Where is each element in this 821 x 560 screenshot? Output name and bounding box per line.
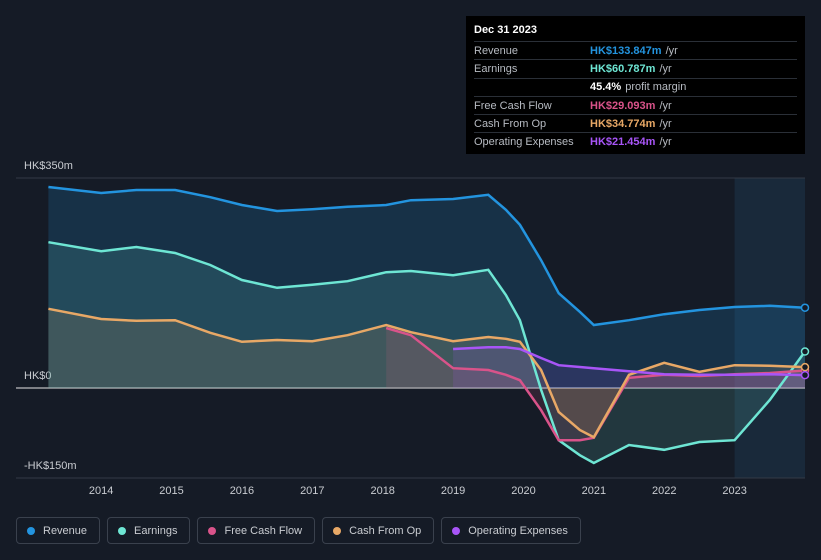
end-point (800, 347, 810, 356)
series-line (48, 307, 806, 439)
legend-label: Cash From Op (349, 524, 422, 537)
x-tick-label: 2020 (511, 485, 535, 497)
legend-label: Earnings (134, 524, 178, 537)
series-line (48, 185, 806, 327)
x-tick-label: 2022 (652, 485, 676, 497)
tooltip-unit: /yr (659, 117, 672, 130)
tooltip-row: Operating Expenses HK$21.454m/yr (474, 132, 797, 150)
x-tick-label: 2017 (300, 485, 324, 497)
tooltip-unit: /yr (659, 136, 672, 149)
series-area (386, 328, 805, 441)
legend-item[interactable]: Operating Expenses (441, 517, 581, 544)
series-line (453, 345, 806, 377)
end-point (800, 370, 810, 380)
tooltip-value: HK$133.847m (590, 44, 662, 57)
tooltip-label: Earnings (474, 62, 518, 75)
tooltip-unit: /yr (665, 44, 678, 57)
legend-item[interactable]: Earnings (107, 517, 191, 544)
legend-label: Revenue (43, 524, 88, 537)
legend-dot (27, 526, 35, 535)
tooltip-value: 45.4% (590, 81, 622, 94)
tooltip-row: Cash From Op HK$34.774m/yr (474, 114, 797, 132)
legend-dot (333, 526, 342, 535)
tooltip-label: Revenue (474, 44, 519, 57)
legend-dot (452, 526, 461, 535)
y-tick-label: HK$350m (24, 160, 73, 172)
x-tick-label: 2018 (370, 485, 394, 497)
series-line (48, 240, 807, 465)
y-tick-label: -HK$150m (24, 460, 77, 472)
tooltip-unit: /yr (659, 62, 672, 75)
tooltip-value: HK$34.774m (590, 117, 656, 130)
x-tick-label: 2023 (722, 485, 746, 497)
tooltip-row: 45.4% profit margin (474, 77, 797, 96)
x-tick-label: 2015 (159, 485, 183, 497)
x-tick-label: 2019 (441, 485, 465, 497)
series-area (453, 347, 805, 388)
end-point (800, 362, 810, 372)
legend-label: Free Cash Flow (224, 524, 303, 537)
tooltip-label: Cash From Op (474, 117, 547, 130)
tooltip-unit: /yr (659, 99, 672, 112)
x-tick-label: 2016 (230, 485, 254, 497)
tooltip-row: Free Cash Flow HK$29.093m/yr (474, 95, 797, 114)
tooltip: Dec 31 2023 Revenue HK$133.847m/yr Earning… (466, 16, 805, 154)
legend: Revenue Earnings Free Cash Flow Cash From O… (16, 517, 581, 544)
tooltip-row: Revenue HK$133.847m/yr (474, 41, 797, 59)
end-point (800, 303, 810, 312)
tooltip-label: Operating Expenses (474, 136, 574, 149)
legend-item[interactable]: Free Cash Flow (197, 517, 316, 544)
tooltip-value: HK$29.093m (590, 99, 656, 112)
tooltip-row: Earnings HK$60.787m/yr (474, 59, 797, 77)
x-tick-label: 2021 (582, 485, 606, 497)
tooltip-value: HK$21.454m (590, 136, 656, 149)
series-area (48, 242, 805, 463)
legend-label: Operating Expenses (468, 524, 568, 537)
tooltip-label: Free Cash Flow (474, 99, 552, 112)
y-tick-label: HK$0 (24, 370, 52, 382)
tooltip-unit: profit margin (625, 81, 687, 94)
legend-dot (118, 526, 127, 535)
legend-item[interactable]: Cash From Op (322, 517, 435, 544)
tooltip-value: HK$60.787m (590, 62, 656, 75)
series-area (48, 187, 805, 388)
tooltip-date: Dec 31 2023 (474, 24, 537, 36)
x-tick-label: 2014 (89, 485, 113, 497)
legend-item[interactable]: Revenue (16, 517, 101, 544)
legend-dot (208, 526, 217, 535)
